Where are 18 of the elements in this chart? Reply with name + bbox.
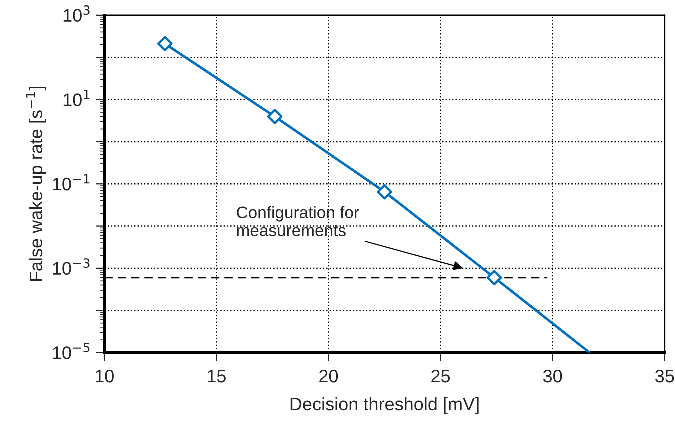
x-tick-label: 10 [96, 370, 114, 383]
point [267, 109, 283, 124]
x-axis-title: Decision threshold [mV] [290, 397, 479, 414]
point [486, 270, 502, 286]
y-tick-label: 10$^{−3}$ [53, 258, 90, 276]
y-tick-label: 10$^{3}$ [64, 6, 90, 22]
point [157, 36, 173, 52]
x-tick-label: 25 [432, 370, 450, 383]
x-tick-label: 20 [320, 370, 338, 383]
point [377, 184, 392, 200]
x-tick-label: 15 [208, 370, 226, 383]
y-tick-label: 10$^{−5}$ [53, 343, 90, 360]
y-tick-label: 10$^{1}$ [64, 90, 90, 106]
annotation: Configuration for measurements [237, 206, 360, 236]
x-tick-label: 35 [656, 370, 674, 383]
x-tick-label: 30 [543, 370, 562, 383]
y-axis-title: False wake-up rate [s$^{−1}$] [26, 86, 46, 282]
y-tick-label: 10$^{−1}$ [53, 174, 90, 191]
